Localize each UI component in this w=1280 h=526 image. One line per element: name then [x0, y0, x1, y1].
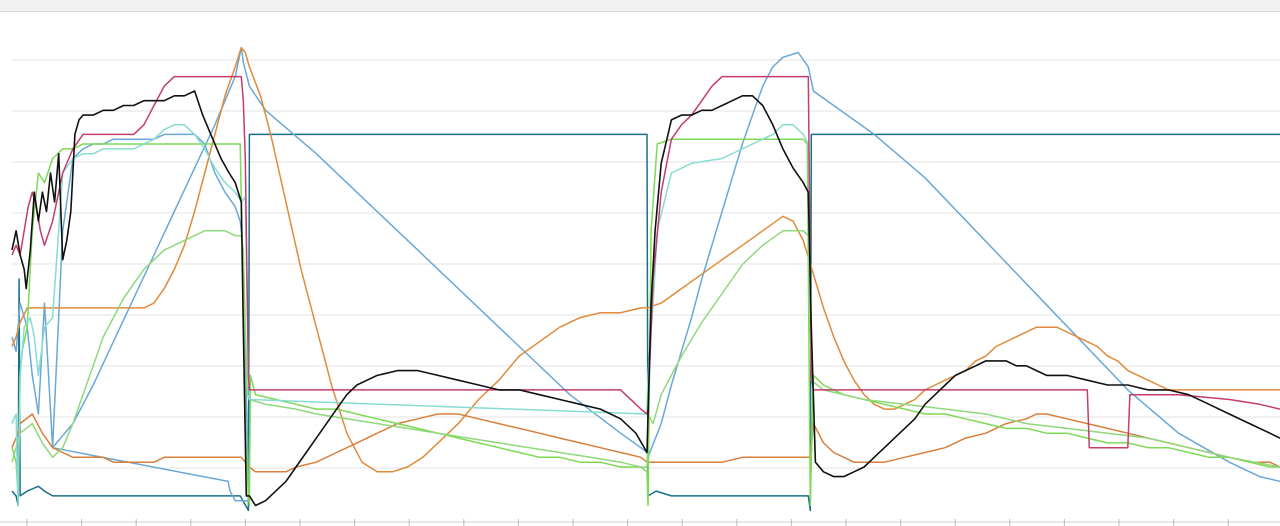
series-group [11, 46, 1280, 512]
series-line-4 [11, 413, 1280, 473]
series-line-9 [11, 90, 1280, 507]
x-axis [0, 519, 1280, 526]
grid-lines [12, 59, 1280, 469]
window-top-strip [0, 0, 1280, 12]
series-line-6 [11, 230, 1280, 468]
series-line-3 [11, 46, 1280, 473]
series-line-8 [11, 75, 1280, 449]
series-line-7 [11, 124, 813, 507]
series-line-1 [11, 133, 1280, 512]
series-line-5 [11, 138, 1280, 507]
series-line-2 [11, 46, 1280, 502]
